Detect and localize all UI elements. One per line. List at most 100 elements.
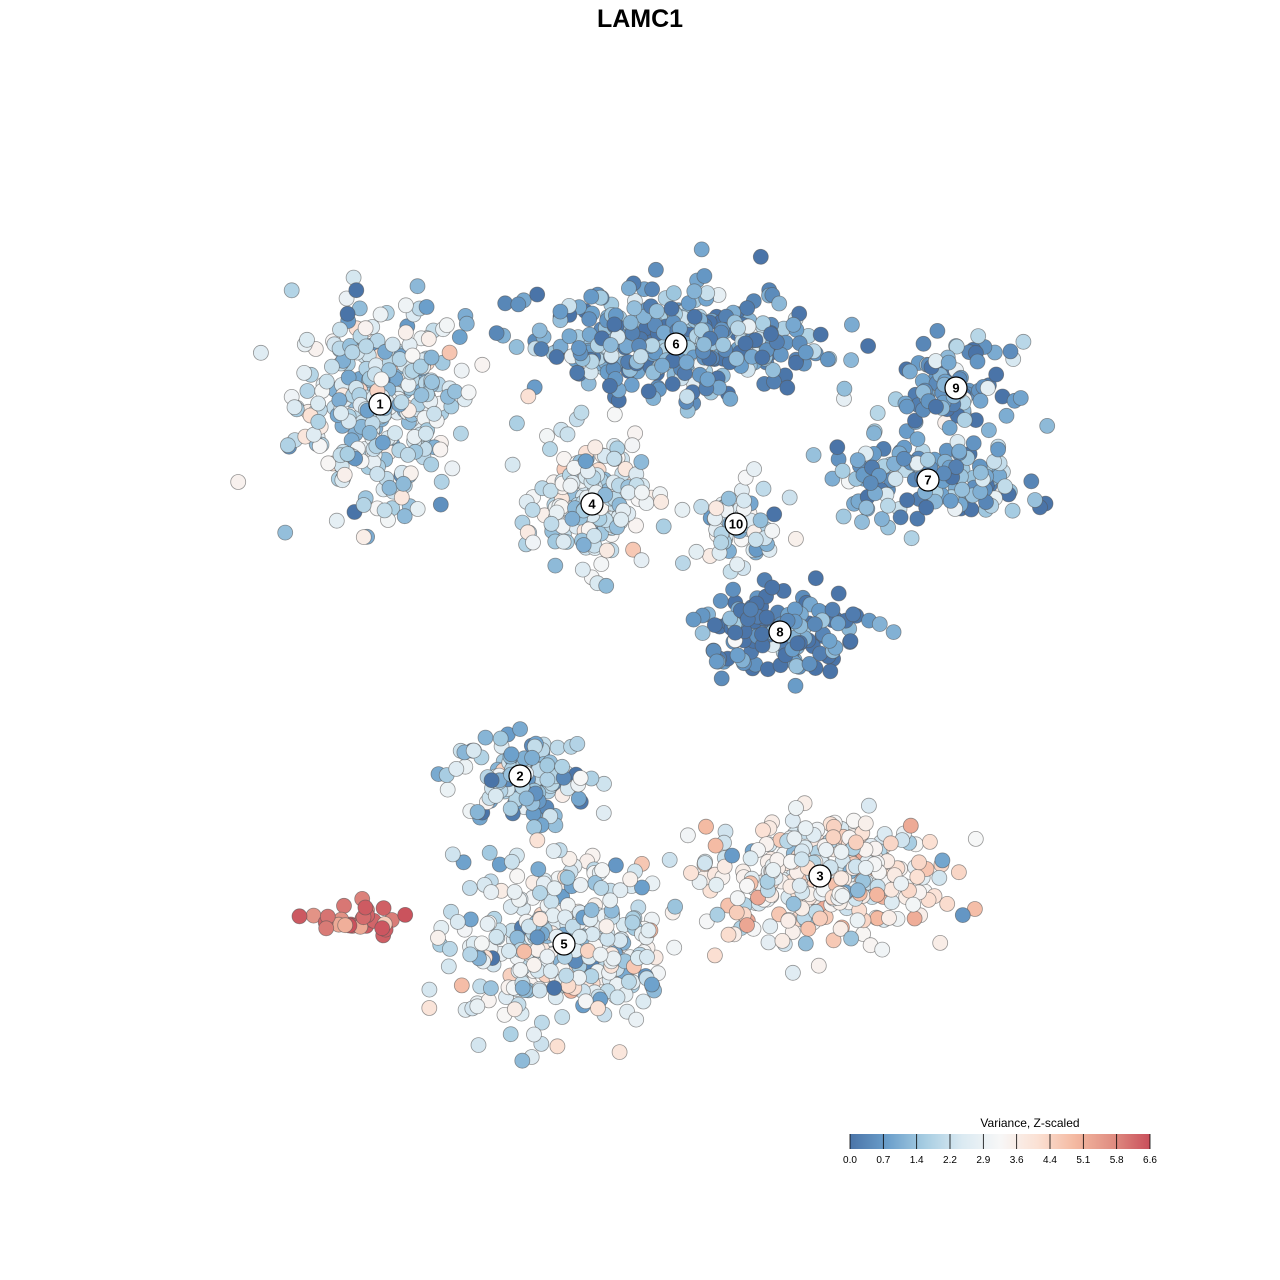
cell-point-cluster-6 [497, 295, 514, 312]
cell-point-cluster-6 [571, 340, 587, 356]
cell-point-high-group [336, 897, 352, 914]
cell-point-cluster-2 [518, 790, 535, 807]
cell-point-cluster-1 [409, 278, 426, 295]
cell-point-cluster-9 [915, 335, 932, 352]
cell-point-cluster-1 [361, 424, 378, 441]
cell-point-high-group [291, 908, 308, 925]
cell-point-cluster-4 [559, 426, 576, 443]
cell-point-cluster-6 [812, 326, 829, 343]
colorbar-tick-label: 0.7 [876, 1155, 890, 1166]
cell-point-cluster-1 [348, 282, 365, 299]
cell-point-cluster-9 [998, 407, 1015, 424]
cell-point-cluster-1 [460, 384, 477, 401]
cell-point-cluster-7 [909, 510, 926, 527]
cell-point-cluster-6 [488, 325, 505, 342]
cell-point-cluster-5 [534, 1014, 550, 1031]
cell-point-cluster-6 [458, 315, 475, 332]
cell-point-cluster-6 [730, 320, 746, 337]
cell-point-cluster-3 [797, 820, 814, 837]
cell-point-cluster-10 [708, 500, 725, 517]
cell-point-cluster-7 [866, 425, 882, 442]
cell-point-cluster-3 [765, 862, 782, 878]
cell-point-cluster-5 [667, 898, 683, 915]
cell-point-cluster-8 [708, 653, 725, 670]
cell-point-cluster-8 [764, 579, 781, 596]
cell-point-cluster-4 [573, 404, 590, 421]
cell-point-cluster-4 [504, 456, 521, 473]
cell-point-cluster-4 [587, 439, 604, 456]
cell-point-cluster-8 [758, 609, 775, 626]
cell-point-cluster-1 [355, 497, 372, 513]
cell-point-cluster-5 [621, 973, 637, 990]
cell-point-cluster-4 [599, 542, 615, 559]
cell-point-cluster-5 [542, 963, 559, 979]
cell-point-cluster-7 [948, 459, 965, 475]
cell-point-cluster-9 [979, 380, 996, 397]
cell-point-cluster-6 [752, 248, 769, 265]
cell-point-cluster-7 [781, 489, 798, 506]
cell-point-cluster-3 [843, 930, 859, 947]
cell-point-cluster-1 [381, 479, 398, 496]
cell-point-cluster-1 [373, 371, 390, 388]
cell-point-cluster-8 [685, 611, 702, 628]
cell-point-cluster-4 [625, 541, 641, 558]
cell-point-cluster-6 [843, 352, 859, 369]
cell-point-cluster-1 [357, 320, 374, 337]
cell-point-cluster-4 [543, 515, 560, 532]
cell-point-cluster-5 [501, 943, 517, 959]
cell-point-cluster-3 [939, 896, 956, 912]
cell-point-cluster-6 [788, 354, 804, 371]
cell-point-cluster-4 [555, 533, 572, 550]
cell-point-cluster-6 [785, 316, 802, 333]
cell-point-cluster-10 [736, 492, 752, 509]
cell-point-cluster-5 [608, 857, 624, 874]
cell-point-cluster-6 [763, 326, 779, 343]
cell-point-cluster-5 [644, 976, 660, 993]
cell-point-cluster-7 [858, 499, 875, 516]
cell-point-cluster-9 [929, 322, 946, 339]
cell-point-cluster-5 [628, 1011, 645, 1028]
cell-point-cluster-3 [869, 886, 885, 903]
cluster-label-9: 9 [944, 376, 968, 400]
cell-point-cluster-6 [860, 338, 876, 354]
cell-point-cluster-5 [549, 1038, 566, 1055]
cell-point-cluster-2 [503, 746, 520, 763]
cell-point-cluster-2 [487, 787, 504, 804]
chart-title: LAMC1 [597, 5, 683, 33]
cell-point-cluster-5 [640, 922, 657, 939]
cell-point-cluster-7 [834, 462, 851, 479]
cell-point-cluster-8 [822, 663, 839, 680]
cell-point-cluster-3 [967, 831, 984, 847]
cell-point-cluster-9 [965, 435, 982, 452]
cell-point-cluster-7 [835, 508, 852, 525]
cell-point-cluster-1 [299, 331, 315, 348]
cell-point-cluster-8 [871, 616, 888, 632]
cell-point-cluster-6 [623, 376, 640, 393]
cell-point-cluster-6 [679, 388, 695, 405]
cell-point-cluster-6 [737, 335, 754, 352]
cell-point-cluster-5 [514, 980, 531, 996]
cluster-label-text: 5 [560, 937, 567, 952]
cell-point-cluster-5 [473, 935, 490, 952]
points-layer [230, 241, 1056, 1069]
cell-point-cluster-6 [797, 344, 814, 361]
cell-point-cluster-7 [854, 514, 870, 530]
cell-point-cluster-3 [774, 933, 791, 949]
cell-point-cluster-5 [521, 918, 537, 935]
cell-point-cluster-8 [713, 670, 730, 687]
cell-point-cluster-1 [230, 474, 247, 490]
cell-point-cluster-9 [907, 412, 923, 429]
cell-point-cluster-10 [766, 506, 783, 523]
cell-point-cluster-9 [970, 328, 987, 345]
cell-point-cluster-1 [286, 399, 303, 416]
cell-point-cluster-1 [426, 405, 443, 422]
cell-point-cluster-5 [441, 941, 458, 957]
cell-point-cluster-10 [693, 498, 710, 515]
cell-point-cluster-6 [529, 286, 546, 303]
cell-point-cluster-6 [520, 388, 537, 405]
cell-point-cluster-5 [634, 879, 650, 896]
cell-point-cluster-4 [628, 517, 644, 534]
cell-point-cluster-1 [395, 475, 412, 492]
cell-point-cluster-4 [633, 454, 650, 470]
